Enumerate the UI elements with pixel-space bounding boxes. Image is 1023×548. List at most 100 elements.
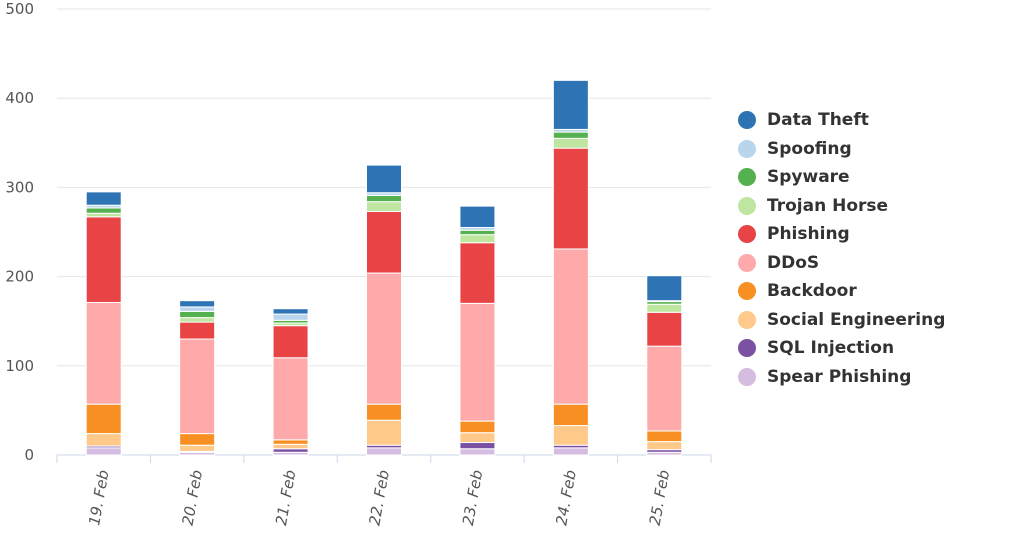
bar-segment	[459, 242, 496, 304]
bar-segment	[179, 338, 216, 435]
bar-segment	[459, 420, 496, 434]
bar-segment	[272, 448, 309, 453]
bar-segment	[552, 137, 589, 149]
bar-segment	[272, 443, 309, 450]
bar-segment	[366, 272, 402, 405]
bar-segment	[179, 433, 216, 446]
legend-swatch-icon	[738, 282, 756, 301]
bar-segment	[85, 301, 122, 405]
legend-label: Spoofing	[767, 138, 852, 159]
bar-segment	[85, 433, 122, 447]
bar-segment	[85, 216, 122, 303]
bar-segment	[272, 325, 309, 359]
bar-segment	[366, 419, 402, 446]
bar-segment	[646, 430, 683, 443]
legend-swatch-icon	[738, 253, 756, 272]
bar-segment	[459, 448, 496, 456]
bar-segment	[459, 302, 496, 422]
x-tick-label: 23. Feb	[459, 469, 486, 527]
legend-label: Social Engineering	[767, 309, 946, 330]
legend-item[interactable]: Spear Phishing	[738, 363, 945, 392]
bar-segment	[646, 441, 683, 451]
bar-segment	[366, 164, 402, 194]
bar-segment	[646, 345, 683, 432]
x-tick-label: 25. Feb	[646, 469, 673, 527]
bar-segment	[552, 447, 589, 456]
legend-label: DDoS	[767, 252, 820, 273]
bar-segment	[179, 310, 216, 319]
legend-swatch-icon	[738, 196, 756, 215]
bar-segment	[85, 403, 122, 435]
x-tick-label: 24. Feb	[552, 469, 579, 527]
x-tick-label: 22. Feb	[365, 469, 392, 527]
legend-item[interactable]: Social Engineering	[738, 306, 945, 335]
legend-label: Backdoor	[767, 281, 857, 302]
legend-item[interactable]: Spoofing	[738, 135, 945, 164]
legend-label: Data Theft	[767, 110, 869, 131]
bar-segment	[552, 131, 589, 139]
bar-segment	[85, 447, 122, 456]
legend-label: Trojan Horse	[767, 195, 889, 216]
legend-item[interactable]: Backdoor	[738, 277, 945, 306]
bar-segment	[272, 439, 309, 445]
x-tick-label: 19. Feb	[85, 469, 112, 527]
legend-swatch-icon	[738, 339, 756, 358]
bar-segment	[459, 205, 496, 229]
bar-segment	[85, 207, 122, 214]
legend-item[interactable]: Data Theft	[738, 106, 945, 135]
legend-swatch-icon	[738, 139, 756, 158]
legend-label: Spyware	[767, 167, 850, 188]
bar-segment	[366, 210, 402, 274]
bar-segment	[179, 300, 216, 308]
legend-swatch-icon	[738, 111, 756, 130]
bar-segment	[459, 234, 496, 244]
bar-segment	[552, 403, 589, 427]
bar-segment	[272, 308, 309, 315]
legend-item[interactable]: SQL Injection	[738, 334, 945, 363]
legend-label: Phishing	[767, 224, 850, 245]
bar-segment	[646, 303, 683, 313]
bar-segment	[85, 212, 122, 218]
legend-label: Spear Phishing	[767, 366, 912, 387]
bar-segment	[179, 444, 216, 452]
y-tick-label: 0	[24, 446, 34, 464]
legend-item[interactable]: DDoS	[738, 249, 945, 278]
bar-segment	[459, 442, 496, 450]
x-tick-label: 20. Feb	[179, 469, 206, 527]
bar-segment	[366, 403, 402, 421]
bar-segment	[272, 357, 309, 441]
legend-swatch-icon	[738, 168, 756, 187]
legend-swatch-icon	[738, 367, 756, 386]
x-tick-label: 21. Feb	[272, 469, 299, 527]
bar-segment	[552, 79, 589, 130]
legend-item[interactable]: Phishing	[738, 220, 945, 249]
y-tick-label: 400	[5, 89, 34, 107]
bar-segment	[85, 191, 122, 206]
legend-label: SQL Injection	[767, 338, 895, 359]
y-tick-label: 200	[5, 268, 34, 286]
bar-segment	[179, 306, 216, 312]
y-tick-label: 500	[5, 0, 34, 18]
legend-swatch-icon	[738, 225, 756, 244]
bar-segment	[459, 229, 496, 236]
bar-segment	[552, 147, 589, 250]
chart-legend: Data Theft Spoofing Spyware Trojan Horse Phi…	[738, 106, 945, 391]
bar-segment	[646, 311, 683, 347]
bar-segment	[366, 201, 402, 212]
bar-segment	[646, 275, 683, 302]
bar-segment	[272, 313, 309, 321]
bar-segment	[552, 425, 589, 446]
y-tick-label: 100	[5, 357, 34, 375]
bar-segment	[179, 317, 216, 323]
bar-segment	[459, 432, 496, 444]
legend-item[interactable]: Spyware	[738, 163, 945, 192]
bar-segment	[179, 321, 216, 340]
legend-swatch-icon	[738, 310, 756, 329]
bar-segment	[552, 248, 589, 405]
bar-segment	[366, 194, 402, 203]
bar-segment	[366, 447, 402, 456]
legend-item[interactable]: Trojan Horse	[738, 192, 945, 221]
y-tick-label: 300	[5, 178, 34, 196]
